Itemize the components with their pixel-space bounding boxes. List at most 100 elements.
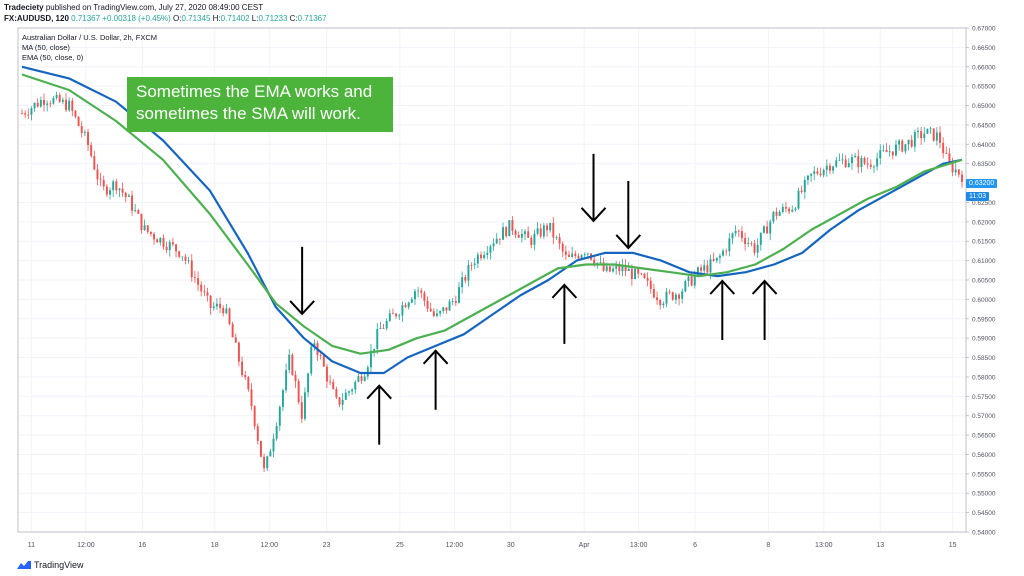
candle-body [850,157,853,164]
candle-body [825,165,828,170]
legend-ma: MA (50, close) [22,43,70,52]
candle-body [533,233,536,245]
candle-body [55,94,58,99]
candle-body [401,305,404,316]
price-chart[interactable]: 0.67000 0.66500 0.66000 0.65500 0.65000 0.645… [0,26,1024,556]
candle-body [313,343,316,347]
candle-body [90,145,93,157]
legend-title: Australian Dollar / U.S. Dollar, 2h, FXC… [22,33,158,42]
candle-body [904,144,907,152]
candle-body [649,280,652,290]
arrow-up-icon [366,384,392,445]
ema-line [21,73,963,355]
candle-body [630,268,633,279]
candle-body [137,210,140,214]
candle-body [171,242,174,245]
candle-body [115,181,118,191]
moving-average-lines [21,65,963,375]
candle-body [272,438,275,452]
candle-body [913,132,916,147]
candle-body [552,222,555,238]
candle-body [175,244,178,252]
candle-body [347,391,350,393]
candle-body [33,102,36,109]
candle-body [602,262,605,271]
candle-body [149,231,152,234]
candle-body [124,192,127,197]
candle-body [121,188,124,193]
candle-body [278,406,281,426]
candle-body [470,264,473,266]
candle-body [127,195,130,197]
candle-body [819,173,822,176]
candle-body [806,175,809,180]
candle-body [869,164,872,167]
candle-body [200,284,203,292]
candle-body [750,243,753,244]
candle-body [577,256,580,259]
candle-body [747,243,750,244]
y-tick-label: 0.58500 [972,355,996,362]
candle-body [451,301,454,302]
open-value: 0.71345 [181,14,211,23]
candle-body [857,155,860,168]
candle-body [759,232,762,245]
x-tick-label: 6 [693,542,697,549]
candle-body [354,381,357,390]
candle-body [263,456,266,469]
candle-body [228,308,231,325]
candle-body [492,243,495,247]
annotation-line-2: sometimes the SMA will work. [136,104,361,123]
candle-body [197,278,200,285]
candle-body [744,238,747,244]
candle-body [165,246,168,251]
candle-body [866,163,869,165]
candle-body [432,311,435,316]
candle-body [514,230,517,235]
candle-body [483,254,486,259]
candle-body [605,266,608,271]
arrow-down-icon [580,153,607,223]
y-tick-label: 0.54500 [972,510,996,517]
candle-body [715,257,718,261]
candle-body [612,268,615,272]
candle-body [574,253,577,257]
candle-body [882,149,885,151]
candle-body [407,302,410,308]
y-tick-label: 0.58000 [972,374,996,381]
candle-body [703,265,706,271]
x-tick-label: 12:00 [77,542,95,549]
candle-body [322,355,325,367]
candle-body [665,291,668,304]
candle-body [637,268,640,274]
low-label: L: [251,14,259,23]
candle-body [555,237,558,238]
candle-body [134,210,137,211]
candle-body [156,239,159,243]
published-text: published on TradingView.com, July 27, 2… [45,3,264,12]
candle-body [847,163,850,167]
candle-body [948,153,951,162]
candle-body [558,237,561,244]
x-tick-label: 12:00 [260,542,278,549]
candle-body [797,190,800,209]
candle-body [52,98,55,104]
price-change: +0.00318 (+0.45%) [102,14,171,23]
candle-body [118,188,121,191]
candle-body [517,234,520,238]
candle-body [945,153,948,154]
y-tick-label: 0.61000 [972,258,996,265]
footer-brand: TradingView [34,560,84,570]
candle-body [838,159,841,161]
candle-body [803,179,806,193]
candle-body [527,231,530,238]
price-axis: 0.67000 0.66500 0.66000 0.65500 0.65000 0.645… [966,26,996,537]
candle-body [458,287,460,303]
candle-body [828,165,831,171]
candle-body [454,301,457,303]
candle-body [269,451,272,457]
y-tick-label: 0.56500 [972,433,996,440]
candle-body [800,190,803,193]
y-tick-label: 0.56000 [972,452,996,459]
candle-body [237,342,240,362]
